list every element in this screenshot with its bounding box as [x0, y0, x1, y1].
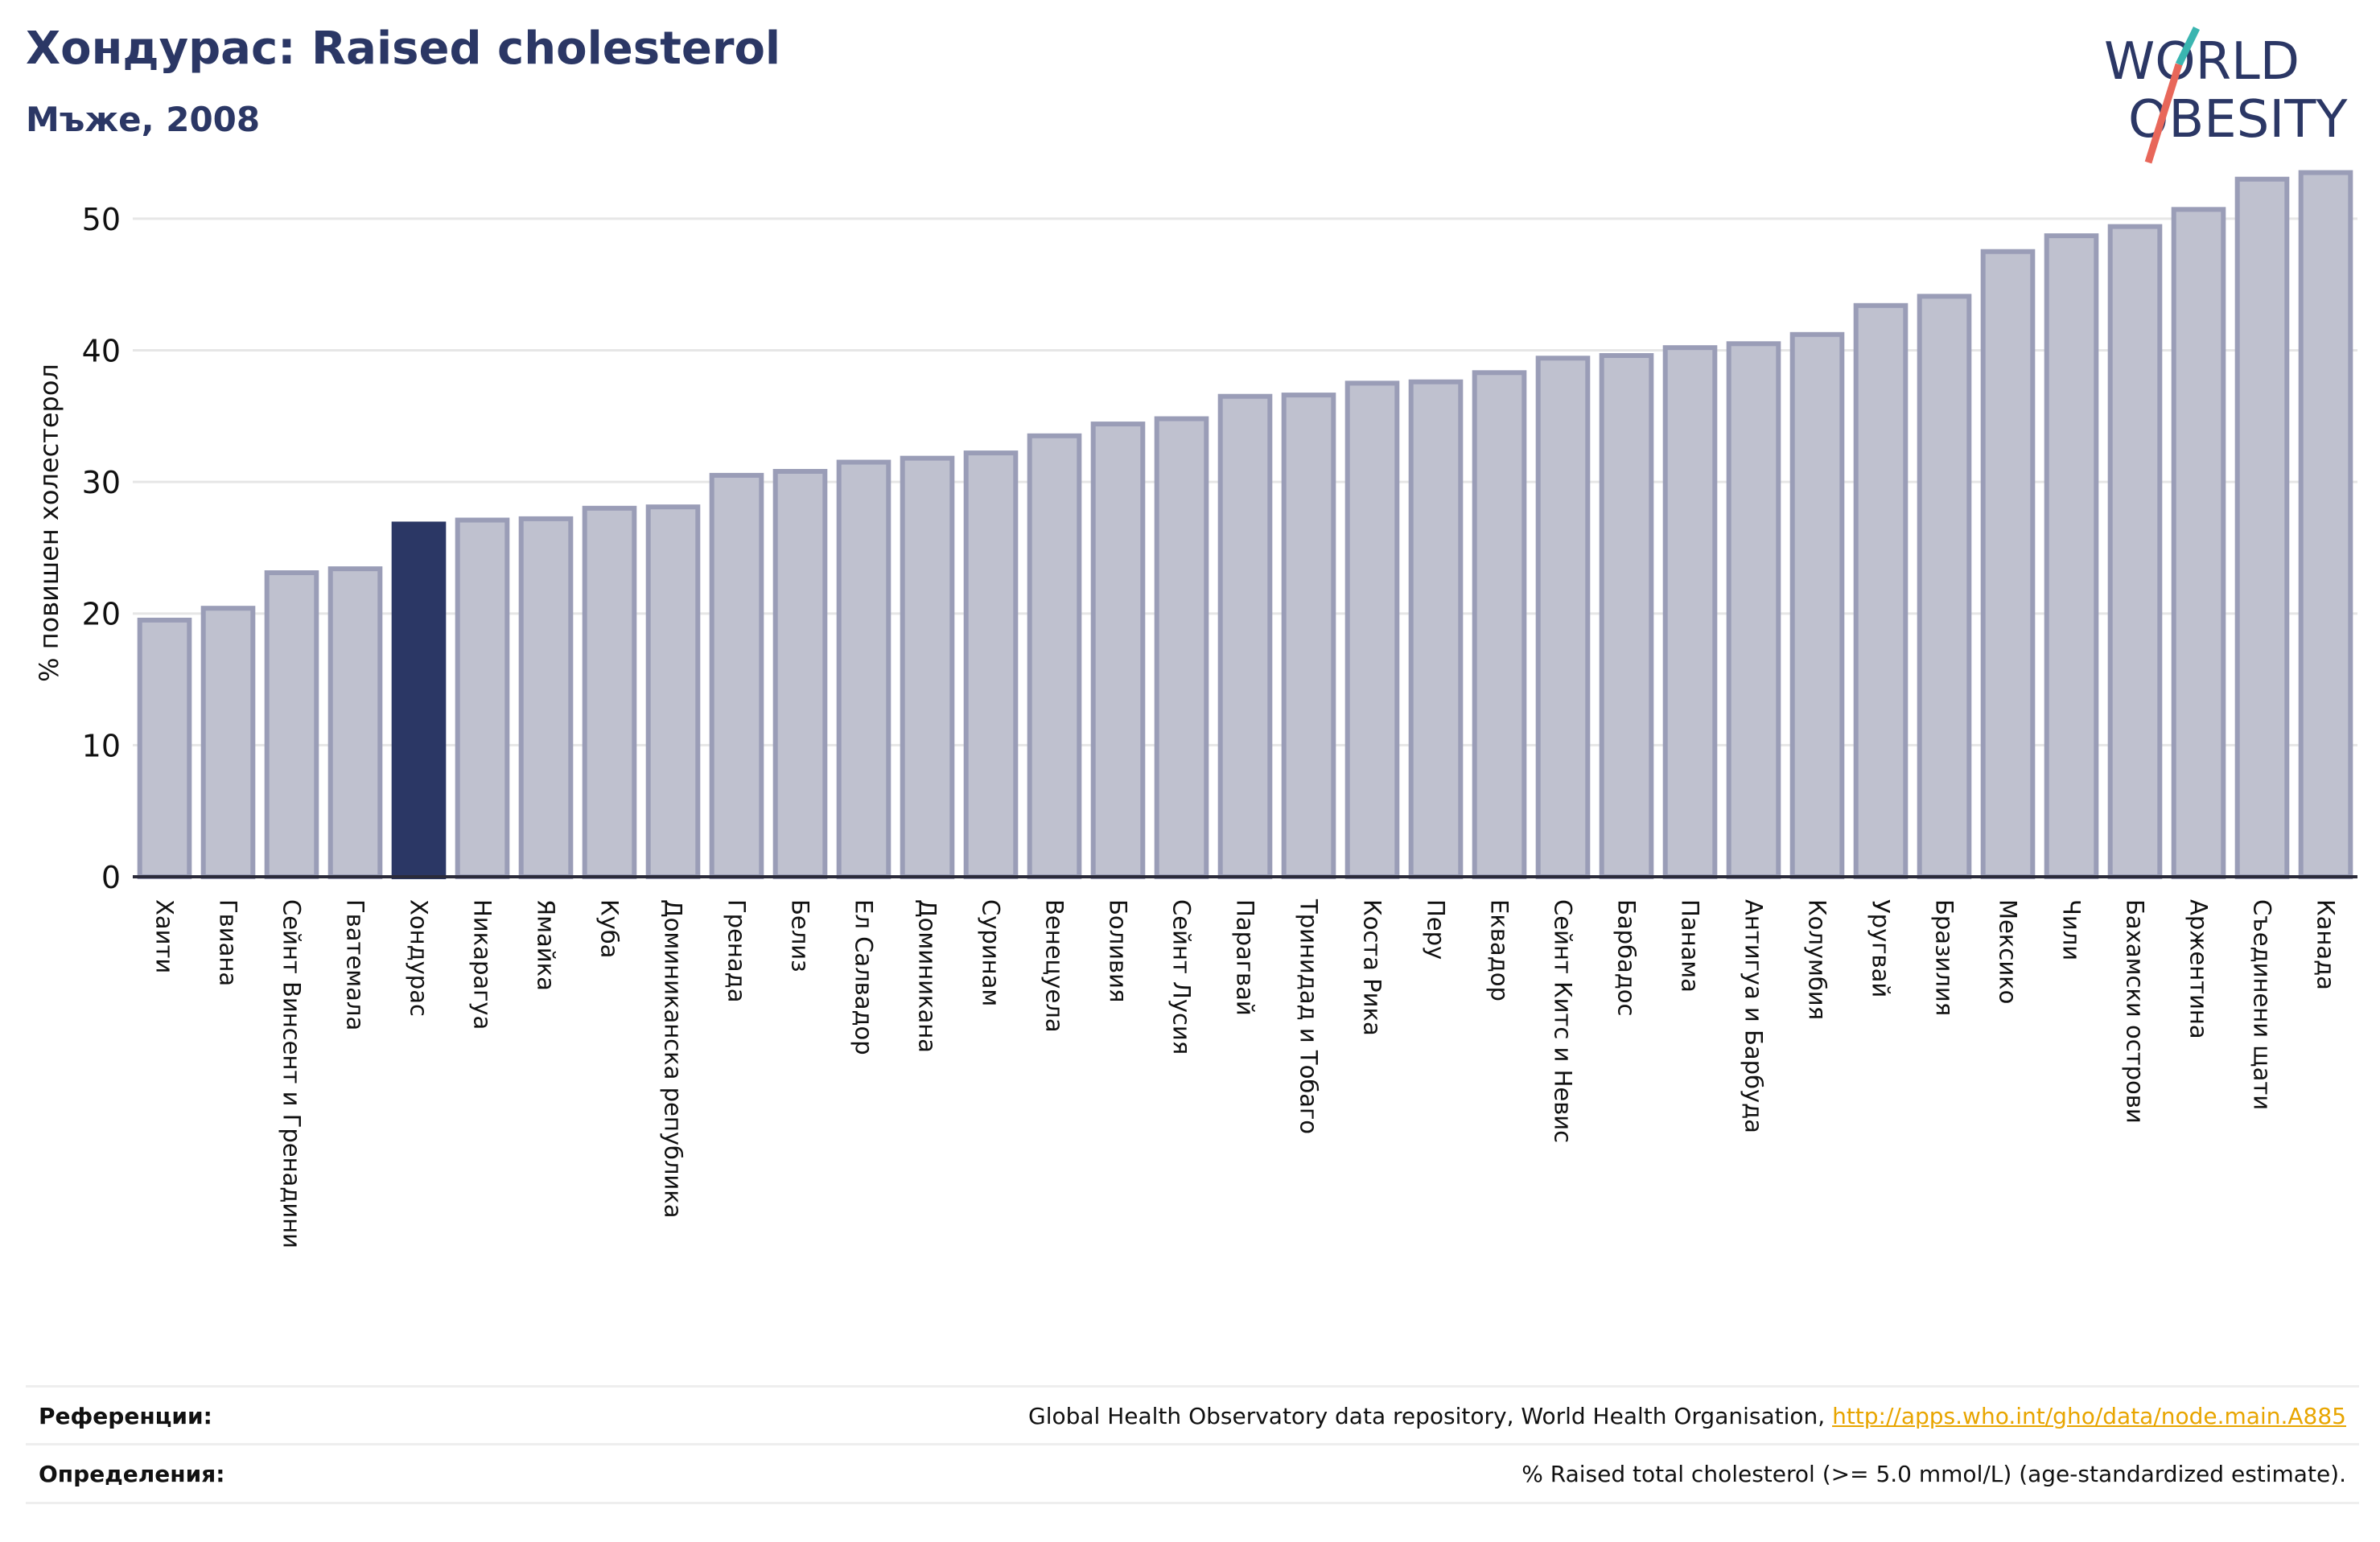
bar-14	[1027, 433, 1082, 879]
x-tick-label: Боливия	[1105, 899, 1132, 1002]
bar-27	[1853, 302, 1909, 879]
x-tick-label: Хаити	[151, 899, 179, 973]
bar-20	[1408, 379, 1464, 879]
chart-title: Хондурас: Raised cholesterol	[26, 23, 781, 75]
bar-2	[264, 570, 319, 879]
bar-24	[1662, 345, 1718, 879]
x-tick-label: Съединени щати	[2249, 899, 2276, 1110]
bar-28	[1917, 294, 1972, 879]
x-tick-label: Гренада	[723, 899, 751, 1003]
bar-21	[1472, 370, 1527, 880]
x-tick-label: Антигуа и Барбуда	[1740, 899, 1768, 1133]
logo-red-slash	[2144, 63, 2183, 164]
bar-32	[2171, 207, 2226, 879]
y-tick-label: 20	[82, 597, 121, 632]
bar-chart: 0 10 20 30 40 50 Хаити Гвиана Сейнт Винсент и Г…	[34, 170, 2357, 1248]
x-tick-label: Чили	[2058, 899, 2086, 960]
y-tick-label: 40	[82, 333, 121, 368]
x-tick-label: Колумбия	[1804, 899, 1831, 1020]
bar-10	[772, 469, 828, 879]
bar-15	[1090, 421, 1146, 879]
definitions-text: % Raised total cholesterol (>= 5.0 mmol/…	[1521, 1460, 2346, 1487]
bar-22	[1535, 356, 1591, 880]
x-tick-label: Гвиана	[215, 899, 242, 986]
bar-25	[1726, 341, 1781, 880]
bar-18	[1281, 393, 1336, 880]
x-tick-label: Мексико	[1995, 899, 2022, 1004]
y-tick-label: 10	[82, 728, 121, 763]
x-tick-label: Панама	[1677, 899, 1704, 993]
x-tick-label: Перу	[1423, 899, 1450, 960]
chart-subtitle: Мъже, 2008	[26, 100, 261, 139]
bar-12	[900, 455, 955, 879]
bar-30	[2044, 233, 2099, 880]
bar-31	[2107, 224, 2163, 879]
bar-9	[709, 472, 764, 880]
x-tick-label: Канада	[2312, 899, 2340, 990]
y-axis-ticks: 0 10 20 30 40 50	[82, 202, 121, 895]
x-tick-label: Коста Рика	[1359, 899, 1386, 1036]
x-tick-label: Сейнт Лусия	[1168, 899, 1196, 1055]
world-obesity-logo: WORLD OBESITY	[2104, 27, 2348, 164]
bar-23	[1599, 353, 1654, 879]
bar-11	[836, 459, 891, 879]
references-label: Референции:	[39, 1402, 212, 1429]
bar-26	[1789, 331, 1845, 879]
x-tick-label: Уругвай	[1867, 899, 1895, 997]
y-tick-label: 0	[101, 860, 121, 895]
bar-0	[137, 617, 192, 880]
bar-4	[391, 521, 447, 879]
logo-line1: WORLD	[2104, 32, 2300, 92]
bar-17	[1217, 393, 1273, 879]
y-tick-label: 30	[82, 465, 121, 500]
bar-5	[455, 517, 510, 880]
references-value: Global Health Observatory data repositor…	[1028, 1403, 2359, 1429]
bar-1	[200, 606, 256, 879]
references-row: Референции: Global Health Observatory da…	[26, 1385, 2359, 1444]
x-tick-label: Бахамски острови	[2122, 899, 2149, 1124]
bar-8	[645, 504, 701, 879]
definitions-label: Определения:	[39, 1460, 225, 1487]
bar-7	[582, 505, 637, 879]
x-tick-label: Сейнт Китс и Невис	[1550, 899, 1577, 1143]
bar-19	[1344, 380, 1400, 879]
x-tick-label: Хондурас	[406, 899, 433, 1017]
x-tick-label: Ямайка	[533, 899, 560, 991]
x-tick-label: Доминиканска република	[660, 899, 687, 1219]
x-tick-label: Бразилия	[1931, 899, 1958, 1016]
bars	[137, 170, 2353, 880]
references-text: Global Health Observatory data repositor…	[1028, 1402, 1833, 1429]
x-tick-label: Суринам	[978, 899, 1005, 1006]
bar-3	[327, 566, 383, 879]
x-tick-label: Доминикана	[914, 899, 941, 1053]
x-tick-label: Куба	[596, 899, 624, 958]
x-axis-ticks: Хаити Гвиана Сейнт Винсент и Гренадини Гват…	[151, 898, 2340, 1248]
x-tick-label: Еквадор	[1486, 899, 1513, 1001]
bar-6	[518, 516, 574, 880]
bar-13	[963, 450, 1019, 879]
bar-34	[2298, 170, 2353, 879]
x-tick-label: Белиз	[787, 899, 814, 972]
x-tick-label: Ел Салвадор	[850, 899, 878, 1055]
bar-29	[1980, 249, 2036, 879]
y-axis-label: % повишен холестерол	[34, 364, 64, 682]
x-tick-label: Барбадос	[1613, 899, 1641, 1016]
logo-teal-slash	[2175, 27, 2201, 66]
x-tick-label: Гватемала	[342, 899, 369, 1030]
x-tick-label: Парагвай	[1232, 899, 1259, 1016]
references-link[interactable]: http://apps.who.int/gho/data/node.main.A…	[1832, 1402, 2346, 1429]
definitions-row: Определения: % Raised total cholesterol …	[26, 1443, 2359, 1504]
x-tick-label: Сейнт Винсент и Гренадини	[278, 899, 306, 1248]
x-tick-label: Аржентина	[2185, 899, 2213, 1039]
x-tick-label: Венецуела	[1041, 899, 1069, 1033]
bar-33	[2234, 176, 2290, 879]
bar-16	[1154, 416, 1209, 879]
y-tick-label: 50	[82, 202, 121, 237]
x-tick-label: Никарагуа	[469, 899, 496, 1030]
x-tick-label: Тринидад и Тобаго	[1295, 898, 1323, 1134]
